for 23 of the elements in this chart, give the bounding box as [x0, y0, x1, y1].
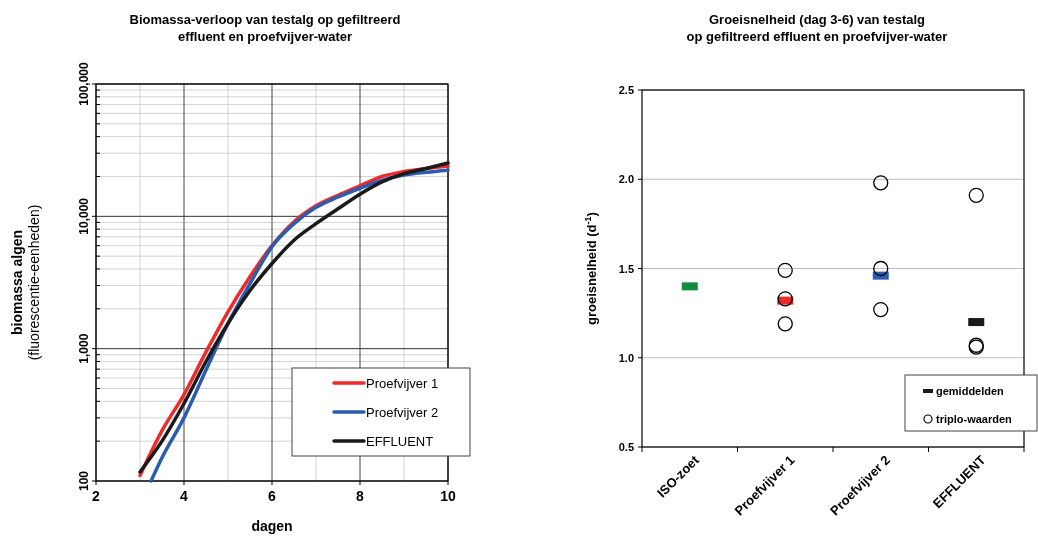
y-tick-label: 10,000 [77, 197, 91, 235]
x-tick-label: 2 [92, 488, 101, 504]
chart-title: Biomassa-verloop van testalg op gefiltreerd effluent en proefvijver-water [129, 12, 401, 44]
chart-title: Groeisnelheid (dag 3-6) van testalg op gefiltreerd effluent en proefvijver-water [686, 12, 948, 44]
y-tick-label: 1.0 [618, 351, 634, 364]
legend-label: gemiddelden [936, 385, 1005, 397]
y-tick-label: 1.5 [618, 262, 634, 275]
x-axis-title: dagen [251, 518, 293, 534]
y-tick-label: 2.5 [618, 84, 634, 96]
legend-label: Proefvijver 2 [366, 405, 439, 420]
y-tick-label: 0.5 [618, 441, 634, 453]
legend-label: EFFLUENT [366, 434, 434, 449]
x-tick-label: 8 [356, 488, 365, 504]
legend-label: triplo-waarden [936, 413, 1013, 425]
y-tick-label: 2.0 [618, 173, 634, 186]
x-tick-label: 4 [180, 488, 189, 504]
y-tick-label: 1,000 [77, 333, 91, 364]
y-axis-title: biomassa algen (fluorescentie-eenheden) [9, 204, 42, 361]
legend-label: Proefvijver 1 [366, 376, 439, 391]
y-tick-label: 100,000 [77, 61, 91, 106]
x-tick-label: 10 [440, 488, 456, 504]
y-tick-label: 100 [77, 470, 91, 492]
x-tick-label: 6 [268, 488, 277, 504]
